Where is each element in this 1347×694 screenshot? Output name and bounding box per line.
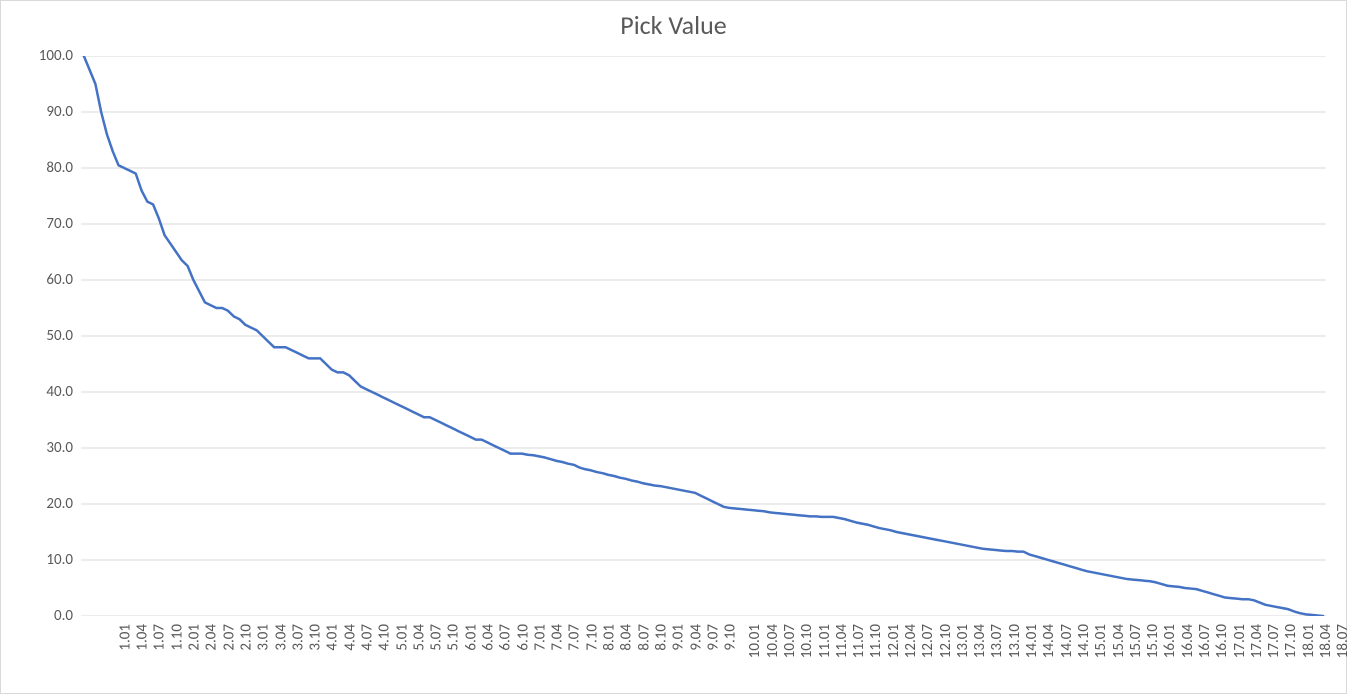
plot-area [81, 56, 1326, 616]
x-tick-label: 6.07 [497, 624, 515, 651]
x-tick-label: 11.10 [868, 624, 886, 658]
y-tick-label: 70.0 [46, 215, 73, 233]
x-tick-label: 9.07 [704, 624, 722, 651]
x-tick-label: 7.01 [531, 624, 549, 651]
x-tick-label: 10.04 [764, 624, 782, 658]
x-tick-label: 14.01 [1023, 624, 1041, 658]
x-tick-label: 1.01 [116, 624, 134, 651]
x-tick-label: 5.01 [393, 624, 411, 651]
x-tick-label: 5.04 [410, 624, 428, 651]
y-tick-label: 100.0 [39, 47, 73, 65]
x-tick-label: 7.10 [583, 624, 601, 651]
x-tick-label: 1.10 [168, 624, 186, 651]
x-tick-label: 14.10 [1075, 624, 1093, 658]
x-tick-label: 6.01 [462, 624, 480, 651]
x-tick-label: 5.07 [428, 624, 446, 651]
x-tick-label: 11.01 [816, 624, 834, 658]
x-tick-label: 15.07 [1127, 624, 1145, 658]
x-tick-label: 17.10 [1283, 624, 1301, 658]
x-tick-label: 15.01 [1092, 624, 1110, 658]
x-tick-label: 9.10 [722, 624, 740, 651]
x-tick-label: 8.04 [618, 624, 636, 651]
y-tick-label: 0.0 [54, 607, 73, 625]
x-tick-label: 4.04 [341, 624, 359, 651]
x-tick-label: 14.07 [1058, 624, 1076, 658]
x-tick-label: 10.10 [798, 624, 816, 658]
x-tick-label: 7.07 [566, 624, 584, 651]
x-tick-label: 3.01 [255, 624, 273, 651]
x-tick-label: 12.04 [902, 624, 920, 658]
x-tick-label: 10.01 [747, 624, 765, 658]
x-tick-label: 8.01 [601, 624, 619, 651]
x-tick-label: 14.04 [1041, 624, 1059, 658]
x-tick-label: 3.07 [289, 624, 307, 651]
x-tick-label: 11.04 [833, 624, 851, 658]
x-tick-label: 17.04 [1248, 624, 1266, 658]
x-tick-label: 2.01 [186, 624, 204, 651]
x-tick-label: 16.10 [1213, 624, 1231, 658]
y-tick-label: 90.0 [46, 103, 73, 121]
x-tick-label: 18.04 [1317, 624, 1335, 658]
x-tick-label: 3.04 [272, 624, 290, 651]
chart-container: Pick Value 0.0 10.0 20.0 30.0 40.0 50.0 60.0 70… [0, 0, 1347, 694]
x-tick-label: 13.04 [971, 624, 989, 658]
x-tick-label: 15.04 [1110, 624, 1128, 658]
x-tick-label: 5.10 [445, 624, 463, 651]
x-tick-label: 3.10 [307, 624, 325, 651]
x-tick-label: 10.07 [781, 624, 799, 658]
y-tick-label: 80.0 [46, 159, 73, 177]
y-tick-label: 20.0 [46, 495, 73, 513]
x-tick-label: 2.10 [238, 624, 256, 651]
x-tick-label: 4.10 [376, 624, 394, 651]
x-tick-label: 18.01 [1300, 624, 1318, 658]
x-tick-label: 2.04 [203, 624, 221, 651]
x-tick-label: 15.10 [1144, 624, 1162, 658]
y-tick-label: 40.0 [46, 383, 73, 401]
x-tick-label: 17.01 [1231, 624, 1249, 658]
x-tick-label: 9.01 [670, 624, 688, 651]
x-tick-label: 12.10 [937, 624, 955, 658]
y-tick-label: 50.0 [46, 327, 73, 345]
x-tick-label: 6.04 [480, 624, 498, 651]
x-tick-label: 1.07 [151, 624, 169, 651]
x-tick-label: 13.07 [989, 624, 1007, 658]
x-tick-label: 8.07 [635, 624, 653, 651]
chart-title: Pick Value [1, 9, 1346, 41]
x-tick-label: 12.01 [885, 624, 903, 658]
x-tick-label: 7.04 [549, 624, 567, 651]
x-tick-label: 13.01 [954, 624, 972, 658]
x-tick-label: 13.10 [1006, 624, 1024, 658]
x-axis-labels: 1.011.041.071.102.012.042.072.103.013.04… [81, 624, 1326, 694]
x-tick-label: 6.10 [514, 624, 532, 651]
x-tick-label: 4.01 [324, 624, 342, 651]
x-tick-label: 8.10 [653, 624, 671, 651]
x-tick-label: 12.07 [920, 624, 938, 658]
y-tick-label: 10.0 [46, 551, 73, 569]
y-tick-label: 60.0 [46, 271, 73, 289]
x-tick-label: 11.07 [850, 624, 868, 658]
y-tick-label: 30.0 [46, 439, 73, 457]
x-tick-label: 1.04 [134, 624, 152, 651]
x-tick-label: 16.01 [1162, 624, 1180, 658]
x-tick-label: 16.07 [1196, 624, 1214, 658]
x-tick-label: 18.07 [1335, 624, 1347, 658]
y-axis-labels: 0.010.020.030.040.050.060.070.080.090.01… [1, 56, 73, 616]
x-tick-label: 16.04 [1179, 624, 1197, 658]
x-tick-label: 2.07 [220, 624, 238, 651]
x-tick-label: 9.04 [687, 624, 705, 651]
x-tick-label: 17.07 [1265, 624, 1283, 658]
x-tick-label: 4.07 [359, 624, 377, 651]
